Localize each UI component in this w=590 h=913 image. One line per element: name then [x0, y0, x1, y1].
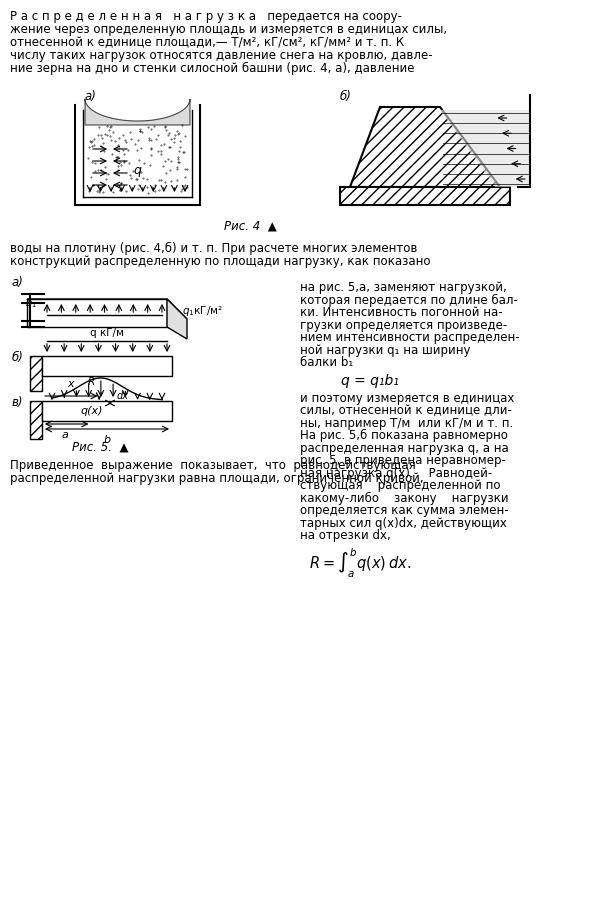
Text: $R = \int_a^b q(x)\,dx.$: $R = \int_a^b q(x)\,dx.$ [309, 547, 411, 580]
Polygon shape [340, 187, 510, 205]
Text: Рис. 4  ▲: Рис. 4 ▲ [224, 220, 276, 233]
Text: Рис. 5.  ▲: Рис. 5. ▲ [72, 441, 129, 454]
Text: на отрезки dx,: на отрезки dx, [300, 529, 391, 542]
Polygon shape [42, 356, 172, 376]
Text: и поэтому измеряется в единицах: и поэтому измеряется в единицах [300, 392, 514, 404]
Text: На рис. 5,б показана равномерно: На рис. 5,б показана равномерно [300, 429, 508, 442]
Text: q: q [133, 163, 142, 176]
Text: б): б) [12, 351, 24, 364]
Text: ки. Интенсивность погонной на-: ки. Интенсивность погонной на- [300, 306, 503, 319]
Polygon shape [350, 107, 500, 187]
Text: Р а с п р е д е л е н н а я   н а г р у з к а   передается на соору-: Р а с п р е д е л е н н а я н а г р у з … [10, 10, 402, 23]
Text: отнесенной к единице площади,— Т/м², кГ/см², кГ/мм² и т. п. К: отнесенной к единице площади,— Т/м², кГ/… [10, 36, 404, 49]
Text: которая передается по длине бал-: которая передается по длине бал- [300, 293, 518, 307]
Text: числу таких нагрузок относятся давление снега на кровлю, давле-: числу таких нагрузок относятся давление … [10, 49, 432, 62]
Text: распределенная нагрузка q, а на: распределенная нагрузка q, а на [300, 442, 509, 455]
Polygon shape [30, 401, 42, 439]
Polygon shape [85, 99, 190, 125]
Text: $q_1$кГ/м²: $q_1$кГ/м² [182, 304, 223, 318]
Text: dx: dx [117, 391, 129, 401]
Text: определяется как сумма элемен-: определяется как сумма элемен- [300, 504, 509, 517]
Text: $b_1$: $b_1$ [25, 296, 37, 310]
Text: ствующая    распределенной по: ствующая распределенной по [300, 479, 500, 492]
Text: жение через определенную площадь и измеряется в единицах силы,: жение через определенную площадь и измер… [10, 23, 447, 36]
Polygon shape [440, 110, 530, 187]
Text: нием интенсивности распределен-: нием интенсивности распределен- [300, 331, 520, 344]
Text: на рис. 5,а, заменяют нагрузкой,: на рис. 5,а, заменяют нагрузкой, [300, 281, 507, 294]
Text: а): а) [12, 276, 24, 289]
Text: в): в) [12, 396, 24, 409]
Polygon shape [27, 299, 187, 319]
Text: x: x [67, 379, 74, 389]
Text: q = q₁b₁: q = q₁b₁ [341, 373, 399, 387]
Text: конструкций распределенную по площади нагрузку, как показано: конструкций распределенную по площади на… [10, 255, 431, 268]
Text: а): а) [85, 90, 97, 103]
Text: ной нагрузки q₁ на ширину: ной нагрузки q₁ на ширину [300, 343, 470, 356]
Text: рис. 5, в приведена неравномер-: рис. 5, в приведена неравномер- [300, 454, 506, 467]
Text: б): б) [340, 90, 352, 103]
Text: R: R [87, 377, 95, 387]
Text: грузки определяется произведе-: грузки определяется произведе- [300, 319, 507, 331]
Text: балки b₁: балки b₁ [300, 356, 353, 369]
Text: a: a [62, 430, 69, 440]
Polygon shape [27, 299, 167, 327]
Text: q(x): q(x) [80, 406, 103, 416]
Text: q кГ/м: q кГ/м [90, 328, 124, 338]
Text: какому-либо    закону    нагрузки: какому-либо закону нагрузки [300, 491, 509, 505]
Text: распределенной нагрузки равна площади, ограниченной кривой,: распределенной нагрузки равна площади, о… [10, 472, 424, 485]
Text: Приведенное  выражение  показывает,  что  равнодействующая: Приведенное выражение показывает, что ра… [10, 459, 416, 472]
Polygon shape [30, 356, 42, 391]
Polygon shape [167, 299, 187, 339]
Text: тарных сил q(x)dx, действующих: тарных сил q(x)dx, действующих [300, 517, 507, 530]
Text: воды на плотину (рис. 4,б) и т. п. При расчете многих элементов: воды на плотину (рис. 4,б) и т. п. При р… [10, 242, 417, 255]
Polygon shape [42, 401, 172, 421]
Text: силы, отнесенной к единице дли-: силы, отнесенной к единице дли- [300, 404, 512, 417]
Text: ние зерна на дно и стенки силосной башни (рис. 4, а), давление: ние зерна на дно и стенки силосной башни… [10, 62, 415, 75]
Text: ны, например T/м  или кГ/м и т. п.: ны, например T/м или кГ/м и т. п. [300, 416, 513, 429]
Text: ная нагрузка q(x).    Равнодей-: ная нагрузка q(x). Равнодей- [300, 467, 492, 479]
Text: b: b [103, 435, 110, 445]
